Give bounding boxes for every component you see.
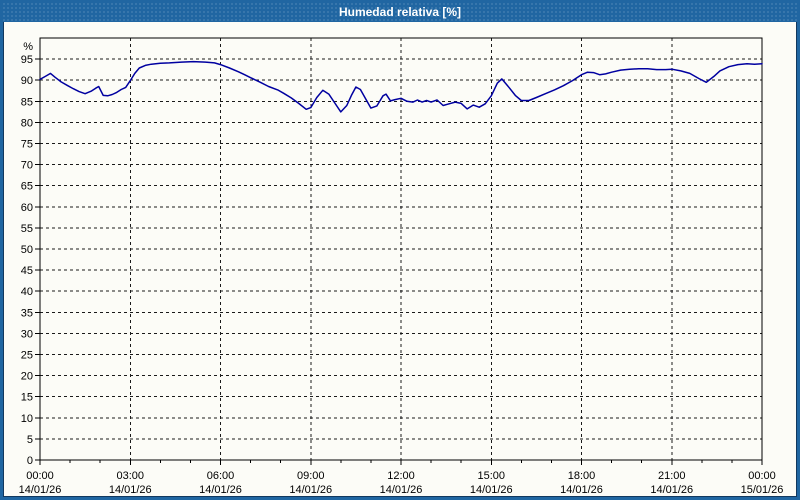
x-tick-date-label: 15/01/26	[741, 484, 784, 496]
x-tick-date-label: 14/01/26	[380, 484, 423, 496]
y-tick-label: 45	[21, 265, 33, 277]
y-tick-label: 90	[21, 75, 33, 87]
x-tick-time-label: 03:00	[116, 470, 144, 482]
x-tick-date-label: 14/01/26	[470, 484, 513, 496]
x-tick-time-label: 06:00	[207, 470, 235, 482]
y-tick-label: 20	[21, 371, 33, 383]
humidity-line-chart: 0 5 10 15 20 25 30 35 40 45 50 55 60 65 70 75 80 85 90 95% 0…	[19, 37, 784, 496]
y-tick-label: 95	[21, 54, 33, 66]
x-tick-time-label: 00:00	[26, 470, 54, 482]
y-tick-label: 55	[21, 223, 33, 235]
y-tick-label: 25	[21, 350, 33, 362]
y-tick-label: 0	[27, 455, 33, 467]
y-tick-label: 80	[21, 117, 33, 129]
x-tick-time-label: 15:00	[477, 470, 505, 482]
y-tick-label: 50	[21, 244, 33, 256]
plot-border	[39, 37, 763, 461]
x-tick-date-label: 14/01/26	[199, 484, 242, 496]
x-tick-time-label: 09:00	[297, 470, 325, 482]
axes	[35, 37, 763, 465]
chart-area: 0 5 10 15 20 25 30 35 40 45 50 55 60 65 70 75 80 85 90 95% 0…	[3, 23, 797, 497]
y-tick-label: 10	[21, 413, 33, 425]
gridlines	[40, 38, 762, 460]
x-tick-time-label: 18:00	[568, 470, 596, 482]
x-tick-date-label: 14/01/26	[289, 484, 332, 496]
y-tick-label: 75	[21, 139, 33, 151]
y-tick-label: 65	[21, 181, 33, 193]
y-tick-label: 85	[21, 96, 33, 108]
x-tick-date-label: 14/01/26	[650, 484, 693, 496]
y-tick-label: 15	[21, 392, 33, 404]
x-tick-date-label: 14/01/26	[109, 484, 152, 496]
y-tick-label: 70	[21, 160, 33, 172]
y-tick-label: 35	[21, 307, 33, 319]
y-tick-label: 30	[21, 328, 33, 340]
axis-labels: 0 5 10 15 20 25 30 35 40 45 50 55 60 65 70 75 80 85 90 95% 0…	[19, 41, 784, 496]
y-axis-unit-label: %	[23, 41, 33, 53]
title-bar: Humedad relativa [%]	[3, 3, 797, 22]
x-tick-date-label: 14/01/26	[560, 484, 603, 496]
x-tick-time-label: 12:00	[387, 470, 415, 482]
x-tick-time-label: 21:00	[658, 470, 686, 482]
humidity-series-line	[39, 60, 763, 113]
x-tick-time-label: 00:00	[748, 470, 776, 482]
y-tick-label: 60	[21, 202, 33, 214]
y-tick-label: 40	[21, 286, 33, 298]
x-tick-date-label: 14/01/26	[19, 484, 62, 496]
y-tick-label: 5	[27, 434, 33, 446]
window-title: Humedad relativa [%]	[338, 5, 462, 19]
